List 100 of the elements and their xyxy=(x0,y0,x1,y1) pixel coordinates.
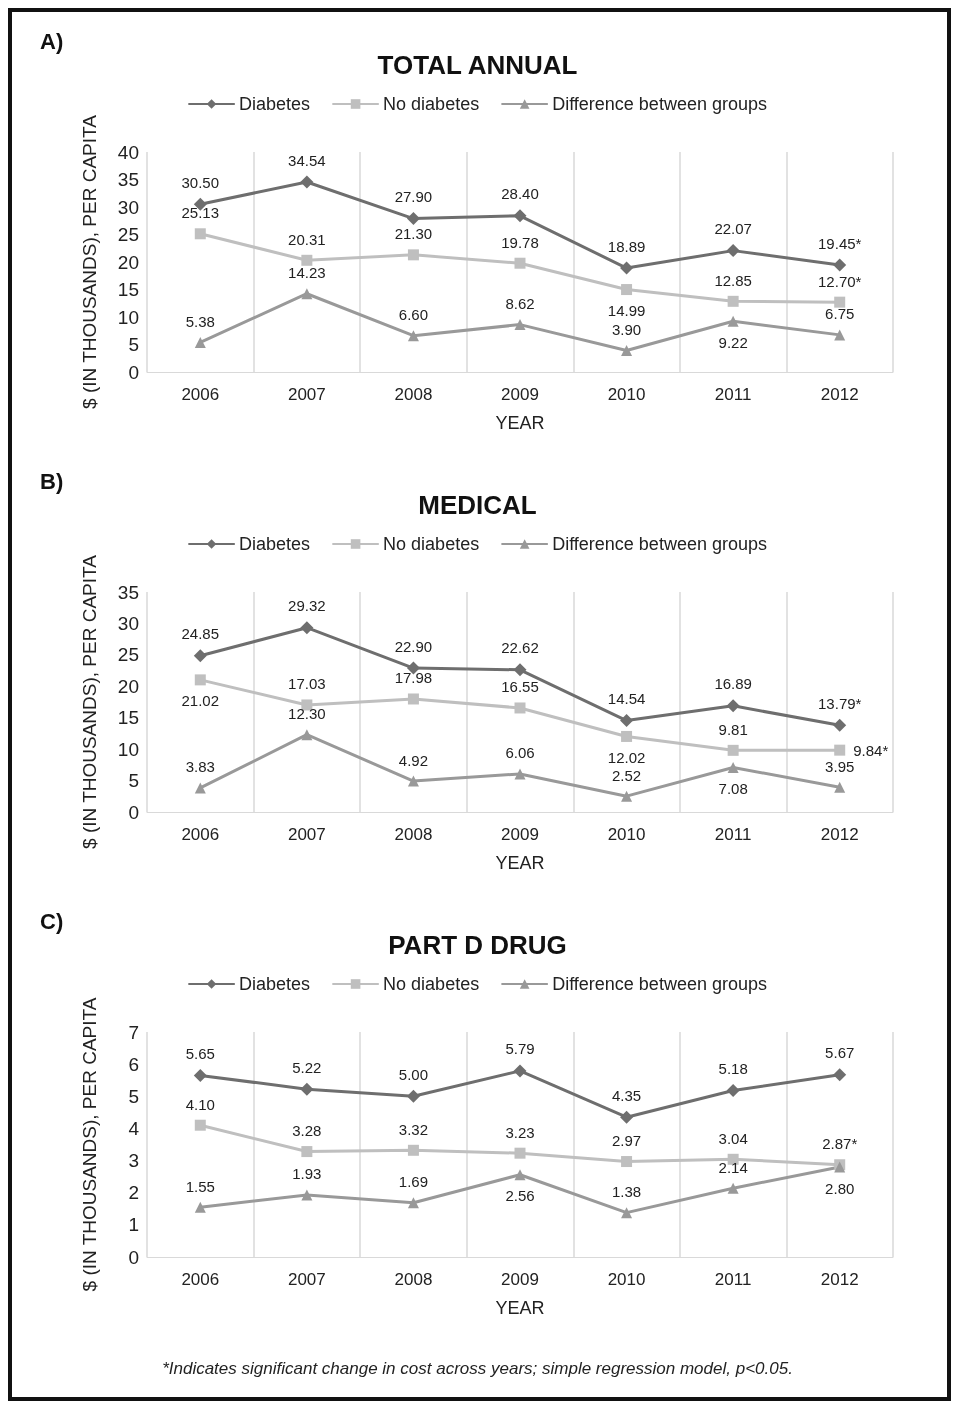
data-label: 5.00 xyxy=(398,1065,429,1083)
data-label: 19.45* xyxy=(818,234,862,252)
chart-title: MEDICAL xyxy=(418,490,537,520)
point xyxy=(194,1201,206,1213)
point xyxy=(514,1147,526,1159)
text: A) xyxy=(40,28,64,54)
x-tick-label: 2011 xyxy=(714,385,752,404)
data-label: 12.85 xyxy=(714,271,752,289)
data-label: 19.78 xyxy=(501,233,539,251)
data-label: 2.56 xyxy=(505,1187,535,1205)
x-tick-label: 2006 xyxy=(181,385,220,404)
data-label: 7.08 xyxy=(718,780,748,797)
x-tick-label: 2012 xyxy=(820,825,859,844)
data-label: 28.40 xyxy=(501,185,539,203)
x-tick-label: 2011 xyxy=(714,1270,752,1289)
x-tick-label: 2007 xyxy=(287,1270,326,1289)
point xyxy=(621,1156,633,1168)
legend-label: Difference between groups xyxy=(552,974,767,994)
point xyxy=(406,1089,420,1103)
data-label: 2.14 xyxy=(718,1158,748,1176)
y-tick-label: 5 xyxy=(128,1085,139,1107)
data-label: 3.28 xyxy=(292,1122,322,1140)
data-label: 6.60 xyxy=(398,306,429,324)
point xyxy=(621,284,633,296)
y-tick-label: 35 xyxy=(117,581,139,603)
y-tick-label: 40 xyxy=(117,141,139,163)
point xyxy=(193,649,207,663)
data-label: 9.84* xyxy=(853,741,889,759)
y-tick-label: 25 xyxy=(117,644,139,666)
data-label: 4.35 xyxy=(611,1086,642,1104)
x-tick-label: 2006 xyxy=(181,825,220,844)
data-label: 1.55 xyxy=(185,1177,215,1195)
data-label: 27.90 xyxy=(394,188,433,206)
x-tick-label: 2009 xyxy=(501,1270,539,1289)
legend-label: Difference between groups xyxy=(552,534,767,554)
data-label: 17.03 xyxy=(288,675,326,693)
point xyxy=(727,762,739,773)
text: C) xyxy=(40,908,64,934)
point xyxy=(621,1207,633,1219)
point xyxy=(514,319,526,331)
y-tick-label: 6 xyxy=(128,1053,139,1075)
y-tick-label: 3 xyxy=(128,1150,139,1172)
y-tick-label: 20 xyxy=(117,251,139,273)
legend-label: No diabetes xyxy=(383,94,480,114)
data-label: 16.89 xyxy=(714,675,752,693)
x-axis-title: YEAR xyxy=(495,413,545,433)
x-tick-label: 2010 xyxy=(607,825,646,844)
data-label: 14.54 xyxy=(607,690,646,708)
data-label: 3.23 xyxy=(505,1123,535,1141)
y-tick-label: 5 xyxy=(128,770,139,792)
legend-label: No diabetes xyxy=(383,534,480,554)
y-tick-label: 30 xyxy=(117,196,139,218)
point xyxy=(727,295,739,307)
legend-label: Diabetes xyxy=(239,94,311,114)
data-label: 29.32 xyxy=(288,597,326,615)
chart-title: TOTAL ANNUAL xyxy=(377,50,578,80)
point xyxy=(621,790,633,802)
point xyxy=(726,1084,740,1097)
point xyxy=(406,212,420,226)
data-label: 20.31 xyxy=(288,230,326,248)
x-tick-label: 2009 xyxy=(501,825,539,844)
y-tick-label: 0 xyxy=(128,801,139,823)
data-label: 4.92 xyxy=(398,751,429,769)
point xyxy=(621,730,633,742)
data-label: 22.62 xyxy=(501,639,539,657)
x-tick-label: 2009 xyxy=(501,385,539,404)
chart-title: PART D DRUG xyxy=(388,930,567,960)
y-tick-label: 10 xyxy=(117,738,139,760)
data-label: 4.10 xyxy=(185,1095,215,1113)
point xyxy=(833,258,847,272)
data-label: 22.07 xyxy=(714,220,752,238)
point xyxy=(727,744,739,756)
point xyxy=(834,296,846,308)
x-tick-label: 2012 xyxy=(820,1270,859,1289)
legend-label: Diabetes xyxy=(239,974,311,994)
y-tick-label: 0 xyxy=(128,361,139,383)
data-label: 2.87* xyxy=(822,1135,858,1153)
data-label: 21.02 xyxy=(181,692,220,710)
y-tick-label: 5 xyxy=(128,334,139,355)
point xyxy=(407,693,419,705)
y-axis-title: $ (IN THOUSANDS), PER CAPITA xyxy=(79,554,100,849)
data-label: 22.90 xyxy=(394,637,433,655)
data-label: 34.54 xyxy=(288,151,326,169)
y-tick-label: 15 xyxy=(117,707,139,729)
point xyxy=(194,228,206,240)
y-tick-label: 4 xyxy=(128,1117,140,1139)
point xyxy=(301,1189,313,1201)
point xyxy=(513,209,527,223)
data-label: 9.81 xyxy=(718,720,748,738)
data-label: 3.04 xyxy=(718,1129,748,1147)
data-label: 3.95 xyxy=(825,757,855,775)
data-label: 6.75 xyxy=(825,305,855,323)
y-tick-label: 1 xyxy=(128,1214,139,1236)
data-label: 3.90 xyxy=(611,321,642,339)
point xyxy=(514,768,526,780)
y-tick-label: 25 xyxy=(117,224,139,245)
data-label: 18.89 xyxy=(607,237,646,255)
data-label: 1.69 xyxy=(398,1173,429,1191)
point xyxy=(834,744,846,756)
data-label: 16.55 xyxy=(501,678,539,696)
